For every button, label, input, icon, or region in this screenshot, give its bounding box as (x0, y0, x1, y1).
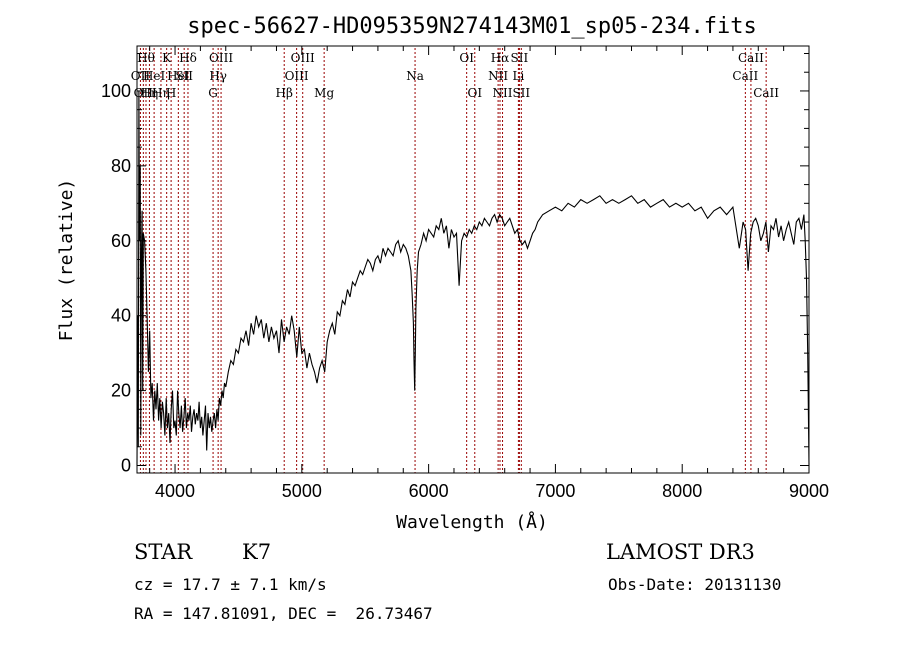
line-label: NII (493, 86, 513, 100)
line-label: Hγ (209, 69, 227, 83)
line-labels: OIIOIIHθHηHeIHηKHHeISIIHδGHγOIIIHβOIIIOI… (131, 51, 780, 100)
line-label: Na (406, 69, 424, 83)
line-label: OI (459, 51, 474, 65)
y-tick-label: 0 (121, 456, 131, 476)
line-label: G (208, 86, 218, 100)
line-label: Hδ (179, 51, 197, 65)
object-subclass: K7 (242, 540, 272, 564)
redshift-readout: cz = 17.7 ± 7.1 km/s (134, 575, 327, 594)
x-tick-label: 9000 (789, 481, 829, 501)
line-label: Hη (141, 86, 159, 100)
chart-title: spec-56627-HD095359N274143M01_sp05-234.f… (187, 14, 757, 39)
y-tick-label: 20 (111, 381, 131, 401)
x-axis-label: Wavelength (Å) (396, 511, 548, 533)
line-label: CaII (732, 69, 758, 83)
x-tick-label: 4000 (155, 481, 195, 501)
x-tick-label: 5000 (282, 481, 322, 501)
y-tick-label: 60 (111, 231, 131, 251)
x-tick-label: 8000 (662, 481, 702, 501)
line-label: NII (488, 69, 508, 83)
line-label: SII (511, 51, 529, 65)
line-markers (139, 48, 767, 473)
line-label: Hβ (276, 86, 293, 100)
y-axis-label: Flux (relative) (56, 179, 77, 342)
line-label: HeI (143, 69, 166, 83)
coordinates-readout: RA = 147.81091, DEC = 26.73467 (134, 604, 433, 623)
line-label: Li (512, 69, 524, 83)
line-label: SII (512, 86, 530, 100)
line-label: OIII (291, 51, 315, 65)
line-label: HeI (167, 69, 190, 83)
line-label: Mg (314, 86, 334, 100)
line-label: Hη (152, 86, 170, 100)
line-label: Hθ (137, 51, 155, 65)
line-label: Hα (491, 51, 510, 65)
y-tick-label: 100 (101, 81, 131, 101)
line-label: OIII (209, 51, 233, 65)
x-tick-label: 7000 (535, 481, 575, 501)
spectrum-line (136, 90, 810, 466)
x-tick-label: 6000 (409, 481, 449, 501)
axis-ticks: 4000 5000 6000 7000 8000 9000 0 20 40 60 80 100 (101, 46, 829, 501)
line-label: K (162, 51, 172, 65)
line-label: OIII (285, 69, 309, 83)
observation-date: Obs-Date: 20131130 (608, 575, 782, 594)
y-tick-label: 80 (111, 156, 131, 176)
plot-frame (136, 45, 810, 474)
line-label: CaII (753, 86, 779, 100)
y-tick-label: 40 (111, 306, 131, 326)
line-label: SII (175, 69, 193, 83)
object-class: STAR (134, 540, 193, 564)
survey-name: LAMOST DR3 (606, 540, 755, 564)
line-label: OII (131, 69, 151, 83)
line-label: OI (467, 86, 482, 100)
line-label: H (166, 86, 176, 100)
line-label: CaII (738, 51, 764, 65)
